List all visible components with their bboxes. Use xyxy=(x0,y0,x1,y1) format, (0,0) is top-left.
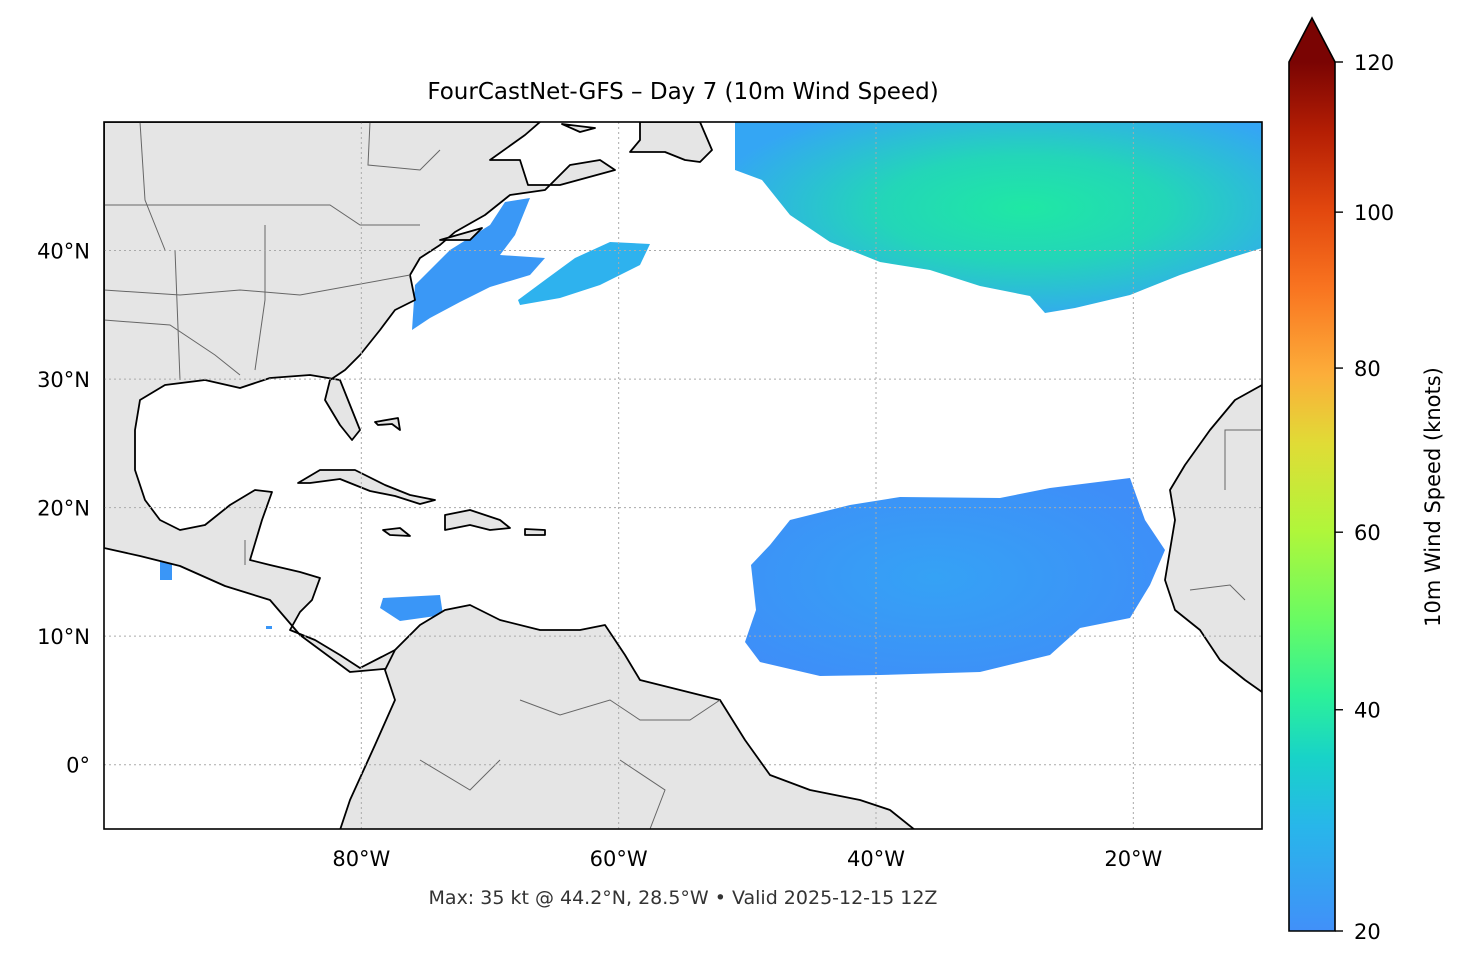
colorbar-tick-label: 100 xyxy=(1354,201,1394,225)
lat-tick-label: 0° xyxy=(66,754,90,778)
colorbar: 20 40 60 80 100 120 10m Wind Speed (knots) xyxy=(1288,16,1445,944)
south-america xyxy=(339,604,916,829)
newfoundland xyxy=(629,122,713,163)
puerto-rico xyxy=(524,528,546,536)
colorbar-tick-label: 60 xyxy=(1354,521,1381,545)
colorbar-label: 10m Wind Speed (knots) xyxy=(1421,367,1445,627)
wind-region-caribbean xyxy=(380,595,443,621)
colorbar-tick-label: 80 xyxy=(1354,357,1381,381)
colorbar-extend-arrow xyxy=(1289,18,1335,62)
gaspe-island xyxy=(561,123,596,133)
colorbar-tick-label: 20 xyxy=(1354,920,1381,944)
long-island xyxy=(439,227,483,241)
north-central-america xyxy=(104,122,616,673)
borders xyxy=(104,122,1262,829)
wind-region-north-atlantic xyxy=(735,122,1262,313)
colorbar-gradient xyxy=(1289,62,1335,931)
colorbar-outline xyxy=(1288,16,1336,932)
jamaica xyxy=(382,527,411,537)
wind-field xyxy=(160,122,1262,676)
land xyxy=(104,122,1262,829)
lat-tick-label: 10°N xyxy=(37,625,90,649)
lat-tick-label: 40°N xyxy=(37,240,90,264)
map-frame xyxy=(103,121,1263,830)
axis-labels: 80°W 60°W 40°W 20°W 0° 10°N 20°N 30°N 40°N xyxy=(37,240,1162,871)
lat-tick-label: 30°N xyxy=(37,368,90,392)
wind-region-tropical-atlantic xyxy=(745,478,1165,676)
wind-region-us-coast xyxy=(412,198,545,330)
lon-tick-label: 80°W xyxy=(332,847,390,871)
wind-region-pacific xyxy=(160,562,172,580)
map-area xyxy=(104,122,1262,829)
lon-tick-label: 20°W xyxy=(1104,847,1162,871)
lon-tick-label: 40°W xyxy=(847,847,905,871)
wind-region-pacific-small xyxy=(266,626,272,629)
map-title: FourCastNet-GFS – Day 7 (10m Wind Speed) xyxy=(427,79,938,105)
footer-info: Max: 35 kt @ 44.2°N, 28.5°W • Valid 2025… xyxy=(429,887,938,909)
bahamas xyxy=(374,417,401,431)
cuba xyxy=(297,469,436,505)
gridlines xyxy=(104,122,1262,829)
colorbar-tick-label: 120 xyxy=(1354,51,1394,75)
africa xyxy=(1164,384,1262,693)
lat-tick-label: 20°N xyxy=(37,497,90,521)
colorbar-tick-label: 40 xyxy=(1354,699,1381,723)
wind-region-offshore xyxy=(518,242,650,305)
lon-tick-label: 60°W xyxy=(590,847,648,871)
hispaniola xyxy=(444,509,511,531)
